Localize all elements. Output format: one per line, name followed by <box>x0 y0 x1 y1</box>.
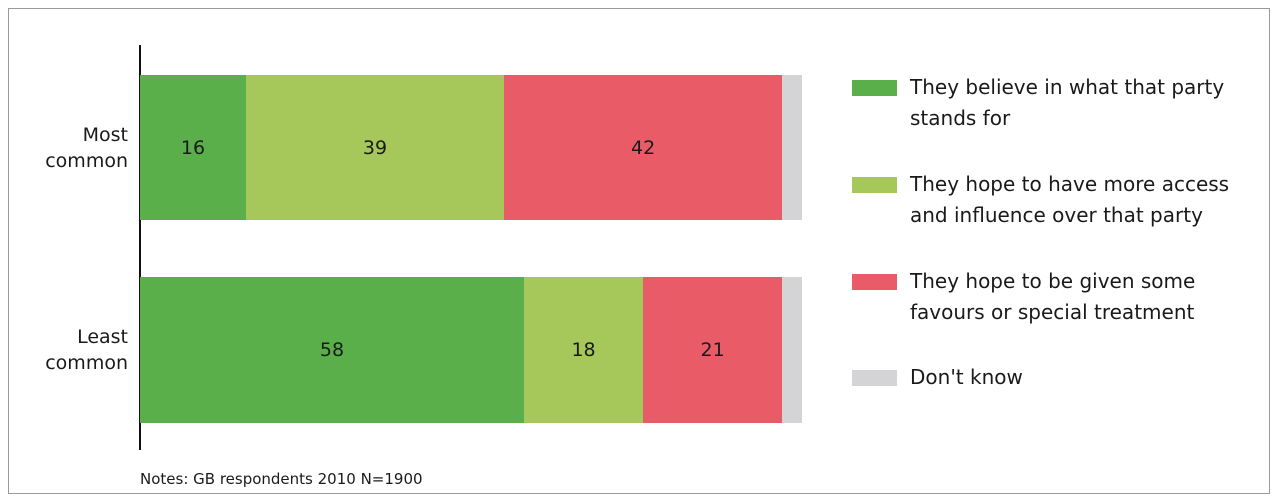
bar-segment: 39 <box>245 75 505 220</box>
frame <box>8 8 1270 494</box>
value-label: 42 <box>631 136 656 159</box>
bar-segment: 42 <box>504 75 783 220</box>
category-label: Least common <box>45 326 128 374</box>
legend-swatch <box>852 274 897 290</box>
bar-segment <box>782 277 802 423</box>
legend-label: They hope to have more access and influe… <box>910 172 1230 227</box>
bar-segment <box>782 75 802 220</box>
legend-swatch <box>852 370 897 386</box>
legend-swatch <box>852 177 897 193</box>
value-label: 18 <box>571 339 596 361</box>
bar-segment: 18 <box>523 277 644 423</box>
legend-label: Don't know <box>910 365 1023 389</box>
legend-swatch <box>852 80 897 96</box>
note: Notes: GB respondents 2010 N=1900 <box>140 470 423 488</box>
value-label: 16 <box>180 136 206 159</box>
bar-segment: 58 <box>140 277 524 423</box>
value-label: 39 <box>362 136 388 159</box>
y-axis <box>139 45 141 450</box>
value-label: 21 <box>700 339 725 361</box>
value-label: 58 <box>319 339 345 361</box>
bar-segment: 21 <box>643 277 783 423</box>
bar-segment: 16 <box>140 75 246 220</box>
category-label: Most common <box>45 123 128 172</box>
legend-label: They believe in what that party stands f… <box>910 75 1225 130</box>
legend-label: They hope to be given some favours or sp… <box>910 269 1196 324</box>
